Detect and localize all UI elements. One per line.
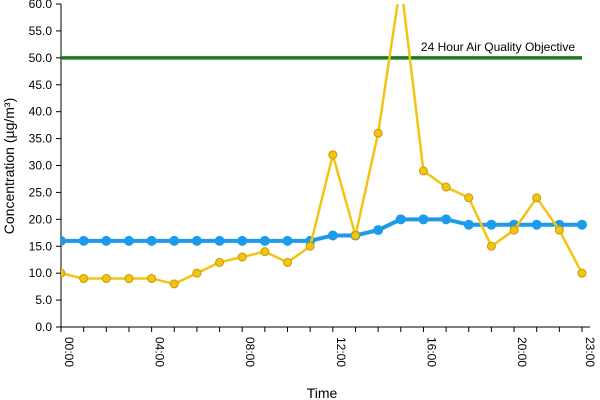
- y-tick-label: 10.0: [29, 266, 53, 280]
- data-point: [192, 268, 202, 278]
- y-tick-label: 5.0: [35, 293, 52, 307]
- x-tick-label: 23:00: [583, 337, 597, 367]
- y-tick-label: 20.0: [29, 212, 53, 226]
- x-tick-label: 12:00: [334, 337, 348, 367]
- data-point: [283, 257, 293, 267]
- data-point: [123, 235, 134, 246]
- data-point: [532, 193, 542, 203]
- series-1: [61, 214, 587, 246]
- x-tick-label: 20:00: [515, 337, 529, 367]
- y-tick-label: 0.0: [35, 320, 52, 334]
- data-point: [169, 235, 180, 246]
- y-tick-label: 25.0: [29, 185, 53, 199]
- data-point: [169, 279, 179, 289]
- data-point: [259, 235, 270, 246]
- data-point: [350, 230, 360, 240]
- objective-group: 24 Hour Air Quality Objective: [61, 40, 582, 60]
- data-point: [61, 235, 66, 246]
- series-2: [61, 4, 587, 289]
- data-point: [282, 235, 293, 246]
- x-tick-label: 04:00: [153, 337, 167, 367]
- y-tick-label: 45.0: [29, 78, 53, 92]
- data-point: [237, 235, 248, 246]
- data-point: [305, 241, 315, 251]
- data-point: [531, 219, 542, 230]
- data-point: [328, 150, 338, 160]
- data-point: [577, 219, 587, 230]
- data-point: [441, 214, 452, 225]
- data-point: [146, 235, 157, 246]
- data-point: [441, 182, 451, 192]
- data-point: [577, 268, 587, 278]
- y-tick-label: 35.0: [29, 132, 53, 146]
- x-tick-label: 08:00: [243, 337, 257, 367]
- y-tick-label: 40.0: [29, 105, 53, 119]
- y-tick-label: 30.0: [29, 159, 53, 173]
- data-point: [61, 268, 66, 278]
- y-axis-label: Concentration (µg/m³): [1, 98, 17, 234]
- data-point: [78, 235, 89, 246]
- x-tick-label: 16:00: [424, 337, 438, 367]
- x-tick-label: 00:00: [62, 337, 76, 367]
- data-point: [463, 219, 474, 230]
- data-point: [101, 274, 111, 284]
- objective-label: 24 Hour Air Quality Objective: [421, 40, 575, 54]
- data-point: [373, 225, 384, 236]
- data-point: [395, 214, 406, 225]
- y-tick-label: 15.0: [29, 239, 53, 253]
- x-axis-label: Time: [307, 385, 338, 400]
- data-point: [418, 214, 429, 225]
- data-point: [509, 225, 519, 235]
- data-point: [124, 274, 134, 284]
- data-point: [486, 219, 497, 230]
- axes: 0.0 5.0 10.0 15.0 20.0 25.0 30.0 35.0 40.0 45.0 50…: [29, 0, 597, 367]
- data-point: [101, 235, 112, 246]
- series-group: [61, 4, 587, 289]
- data-point: [215, 257, 225, 267]
- data-point: [191, 235, 202, 246]
- data-point: [486, 241, 496, 251]
- y-tick-label: 55.0: [29, 24, 53, 38]
- y-tick-label: 60.0: [29, 0, 53, 11]
- data-point: [214, 235, 225, 246]
- data-point: [327, 230, 338, 241]
- data-point: [554, 225, 564, 235]
- data-point: [147, 274, 157, 284]
- data-point: [237, 252, 247, 262]
- data-point: [373, 128, 383, 138]
- data-point: [260, 247, 270, 257]
- data-point: [418, 166, 428, 176]
- data-point: [464, 193, 474, 203]
- y-tick-label: 50.0: [29, 51, 53, 65]
- data-point: [79, 274, 89, 284]
